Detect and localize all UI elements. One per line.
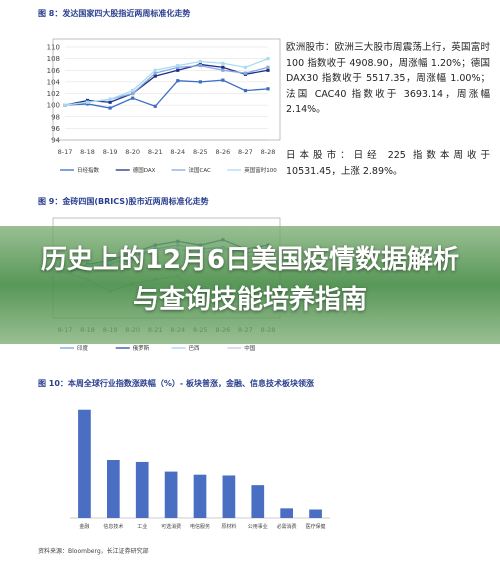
- point: [176, 64, 180, 68]
- point: [221, 78, 225, 82]
- bar: [106, 460, 120, 518]
- point: [266, 68, 270, 72]
- figure-title: 图 9：金砖四国(BRICS)股市近两周标准化走势: [38, 197, 209, 206]
- x-tick-label: 必需消费: [277, 523, 297, 530]
- point: [153, 68, 157, 72]
- point: [221, 61, 225, 65]
- legend-label: 俄罗斯: [133, 344, 150, 352]
- point: [131, 96, 135, 100]
- x-tick-label: 电信服务: [190, 523, 210, 530]
- y-tick-label: 104: [47, 78, 61, 86]
- x-tick-label: 医疗保健: [306, 523, 326, 530]
- point: [198, 59, 202, 64]
- y-tick-label: 98: [51, 113, 60, 121]
- banner: [0, 226, 500, 344]
- point: [85, 98, 90, 103]
- point: [153, 71, 157, 75]
- y-tick-label: 96: [51, 125, 60, 133]
- x-tick-label: 原材料: [221, 523, 236, 530]
- x-tick-label: 8-21: [148, 148, 163, 156]
- x-tick-label: 8-17: [58, 148, 73, 156]
- bar: [193, 474, 207, 518]
- x-tick-label: 8-19: [103, 148, 118, 156]
- x-tick-label: 8-26: [216, 148, 231, 156]
- point: [63, 103, 67, 107]
- series-line: [64, 79, 269, 109]
- x-tick-label: 可选消费: [161, 523, 181, 530]
- point: [243, 71, 248, 75]
- y-tick-label: 94: [51, 137, 60, 145]
- bar: [135, 461, 149, 518]
- point: [266, 65, 270, 69]
- source: 资料来源：Bloomberg，长江证券研究部: [38, 548, 149, 555]
- point: [176, 79, 180, 83]
- side-text: 日本股市：日经 225 指数本周收于 10531.45，上涨 2.89%。: [286, 150, 490, 177]
- point: [108, 100, 112, 104]
- x-tick-label: 8-25: [193, 148, 208, 156]
- legend-label: 英国富时100: [244, 166, 277, 174]
- x-tick-label: 信息技术: [103, 523, 123, 530]
- overlay-title: 历史上的12月6日美国疫情数据解析与查询技能培养指南: [40, 245, 460, 315]
- series-line: [64, 58, 269, 106]
- point: [153, 74, 157, 78]
- legend-label: 印度: [77, 344, 89, 352]
- point: [131, 91, 135, 96]
- bar: [309, 509, 322, 518]
- legend-label: 中国: [244, 344, 256, 352]
- point: [85, 100, 90, 104]
- point: [108, 97, 112, 101]
- legend-label: 巴西: [189, 345, 201, 352]
- x-tick-label: 金融: [79, 523, 89, 530]
- point: [153, 104, 157, 108]
- point: [176, 68, 180, 72]
- point: [221, 68, 225, 72]
- point: [108, 106, 112, 110]
- x-tick-label: 8-18: [80, 148, 95, 156]
- y-tick-label: 108: [47, 55, 60, 63]
- point: [243, 65, 248, 69]
- y-tick-label: 106: [47, 67, 61, 75]
- point: [266, 57, 270, 61]
- y-tick-label: 100: [47, 102, 60, 110]
- y-tick-label: 102: [47, 90, 60, 98]
- legend-label: 日经指数: [77, 166, 100, 174]
- point: [221, 65, 225, 69]
- x-tick-label: 工业: [137, 523, 147, 530]
- x-tick-label: 8-24: [170, 148, 185, 156]
- bar: [222, 475, 236, 518]
- side-text: 欧洲股市：欧洲三大股市周震荡上行，英国富时 100 指数收于 4908.90，周…: [286, 42, 490, 115]
- x-tick-label: 8-28: [261, 148, 276, 156]
- point: [85, 102, 90, 106]
- x-tick-label: 8-27: [238, 148, 253, 156]
- x-tick-label: 8-20: [125, 148, 140, 156]
- bar: [164, 471, 178, 518]
- y-tick-label: 110: [47, 44, 60, 52]
- point: [243, 88, 248, 93]
- point: [198, 80, 202, 84]
- legend-label: 法国CAC: [189, 166, 212, 174]
- x-tick-label: 公用事业: [248, 523, 268, 530]
- plot-frame: [52, 38, 281, 141]
- point: [176, 65, 180, 69]
- series-line: [64, 64, 269, 106]
- point: [198, 64, 202, 68]
- point: [131, 88, 135, 93]
- bar: [78, 409, 91, 518]
- bar: [251, 485, 265, 518]
- figure-title: 图 8：发达国家四大股指近两周标准化走势: [38, 9, 191, 18]
- point: [266, 87, 270, 91]
- legend-label: 德国DAX: [133, 166, 156, 174]
- figure-title: 图 10：本周全球行业指数涨跌幅（%）- 板块普涨，金融、信息技术板块领涨: [38, 379, 315, 388]
- bar: [280, 508, 294, 518]
